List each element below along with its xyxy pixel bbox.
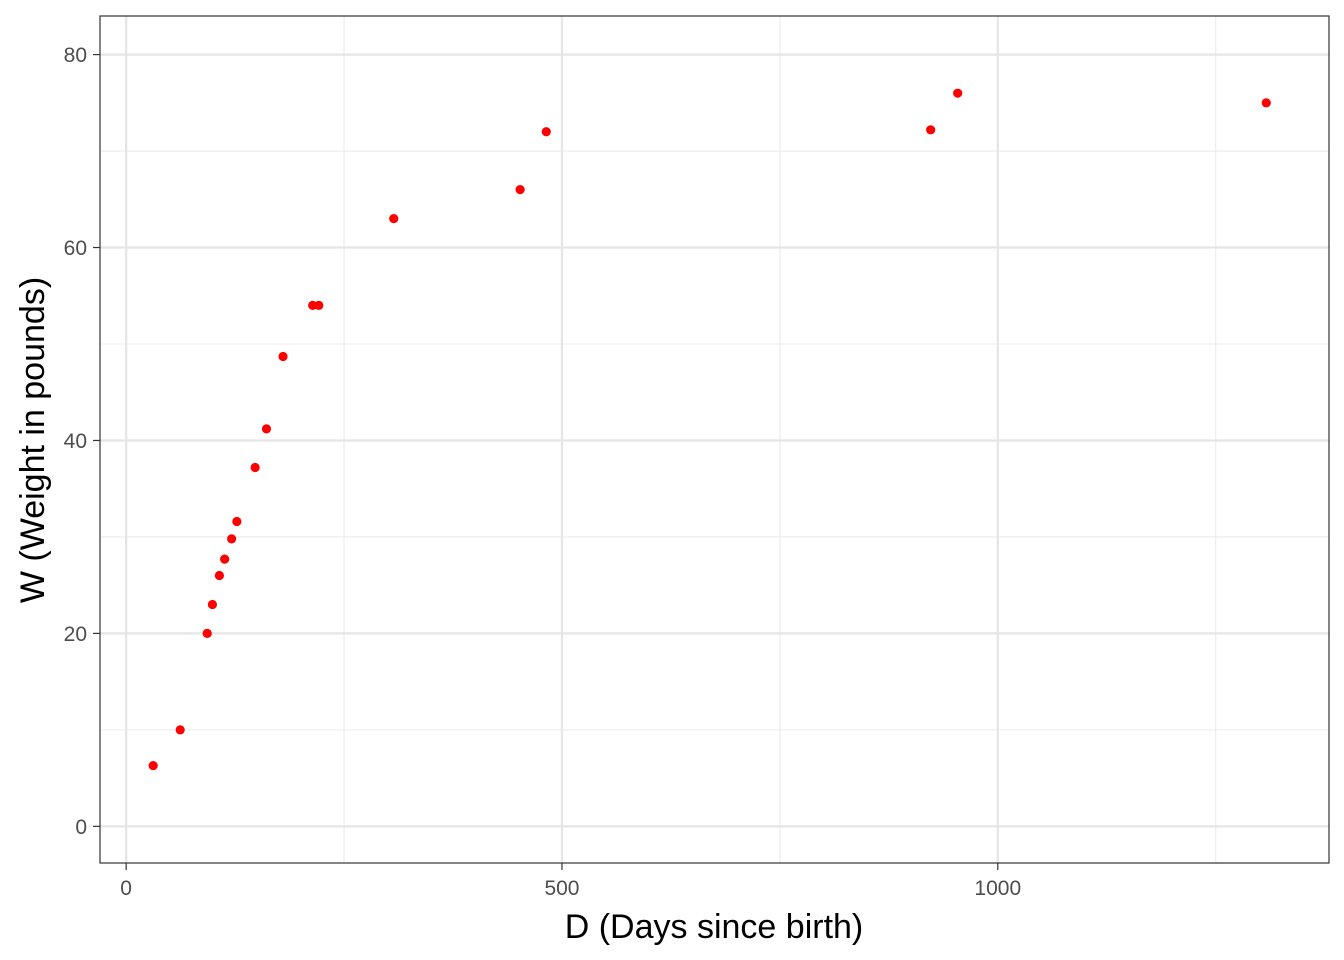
- y-tick-label: 60: [64, 237, 87, 260]
- x-axis-ticks: 0 500 1000: [120, 863, 1021, 900]
- data-point: [261, 424, 272, 434]
- data-point: [148, 760, 158, 771]
- y-tick-label: 0: [75, 816, 87, 839]
- data-point: [175, 725, 185, 735]
- data-point: [314, 300, 324, 311]
- y-tick-label: 20: [64, 623, 87, 646]
- data-point: [926, 125, 936, 135]
- y-axis-ticks: 0 20 40 60 80: [64, 44, 100, 839]
- data-point: [278, 351, 288, 362]
- data-point: [214, 570, 225, 581]
- data-point: [227, 534, 237, 544]
- data-point: [541, 127, 551, 137]
- data-point: [389, 213, 399, 224]
- plot-border: [99, 15, 1330, 864]
- data-point: [953, 88, 963, 98]
- x-tick-label: 500: [544, 877, 579, 900]
- x-axis-title: D (Days since birth): [565, 908, 864, 946]
- data-point: [1261, 98, 1271, 108]
- data-point: [250, 462, 260, 473]
- data-point: [220, 554, 230, 564]
- data-point: [515, 185, 525, 195]
- data-point: [202, 628, 212, 639]
- data-points: [148, 88, 1271, 771]
- data-point: [207, 599, 218, 610]
- data-point: [232, 516, 242, 527]
- y-axis-title: W (Weight in pounds): [14, 277, 52, 603]
- y-tick-label: 40: [64, 430, 87, 453]
- y-tick-label: 80: [64, 44, 87, 67]
- x-tick-label: 1000: [974, 877, 1021, 900]
- x-tick-label: 0: [120, 877, 132, 900]
- major-gridlines: [100, 16, 1329, 863]
